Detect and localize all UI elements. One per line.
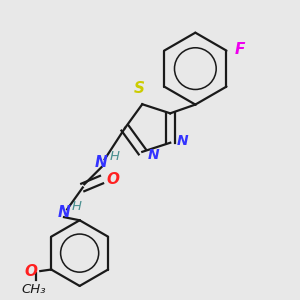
Text: H: H — [110, 150, 119, 163]
Text: N: N — [148, 148, 160, 162]
Text: H: H — [72, 200, 82, 213]
Text: O: O — [106, 172, 119, 187]
Text: F: F — [234, 42, 245, 57]
Text: N: N — [95, 155, 108, 170]
Text: N: N — [58, 205, 70, 220]
Text: N: N — [177, 134, 189, 148]
Text: S: S — [134, 81, 145, 96]
Text: CH₃: CH₃ — [22, 283, 46, 296]
Text: O: O — [24, 264, 37, 279]
